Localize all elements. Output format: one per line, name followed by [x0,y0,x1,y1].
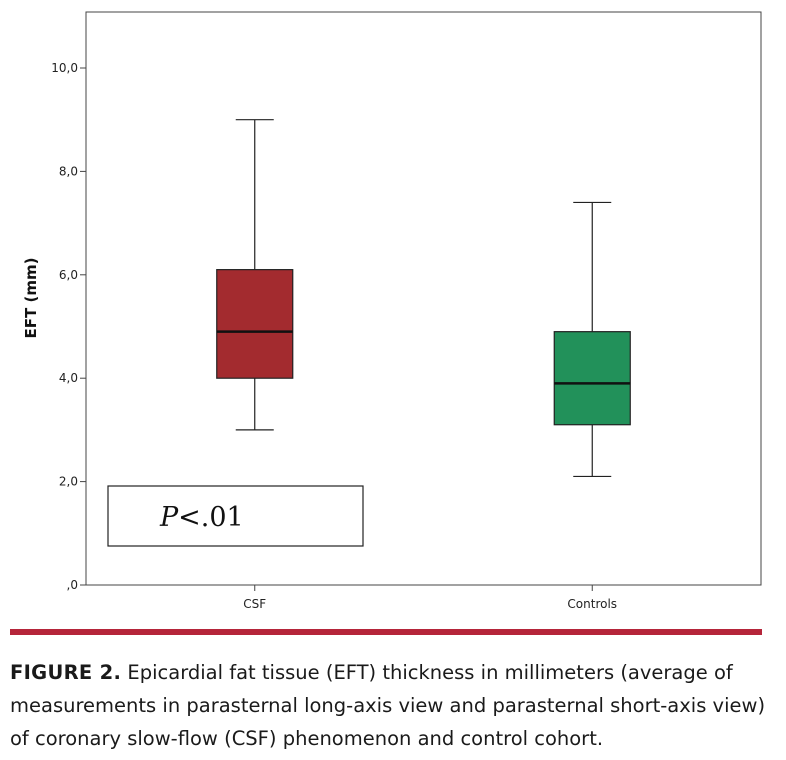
y-axis-title: EFT (mm) [22,258,40,339]
x-axis: CSF Controls [243,585,617,611]
y-tick-label: ,0 [67,578,78,592]
y-tick-label: 10,0 [51,61,78,75]
figure-label: FIGURE 2. [10,661,122,684]
y-axis: ,0 2,0 4,0 6,0 8,0 10,0 [51,61,86,592]
y-tick-label: 4,0 [59,371,78,385]
p-value-box [107,485,364,547]
p-value-text: <.01 [178,502,244,533]
y-tick-label: 8,0 [59,164,78,178]
iqr-box [216,269,294,379]
x-tick-label: CSF [243,597,266,611]
iqr-box [553,331,631,426]
caption-divider [10,629,762,635]
p-value-annotation: P<.01 [159,502,244,533]
y-tick-label: 2,0 [59,475,78,489]
box-plot-chart: ,02,04,06,08,010,0 CSF Controls EFT (mm) … [22,11,762,611]
box-csf [216,119,294,431]
box-controls [553,201,631,478]
p-value-italic: P [159,502,179,533]
box-series [216,119,631,478]
y-tick-label: 6,0 [59,268,78,282]
caption-text: Epicardial fat tissue (EFT) thickness in… [10,661,766,750]
figure-caption: FIGURE 2. Epicardial fat tissue (EFT) th… [10,656,780,755]
x-tick-label: Controls [567,597,617,611]
